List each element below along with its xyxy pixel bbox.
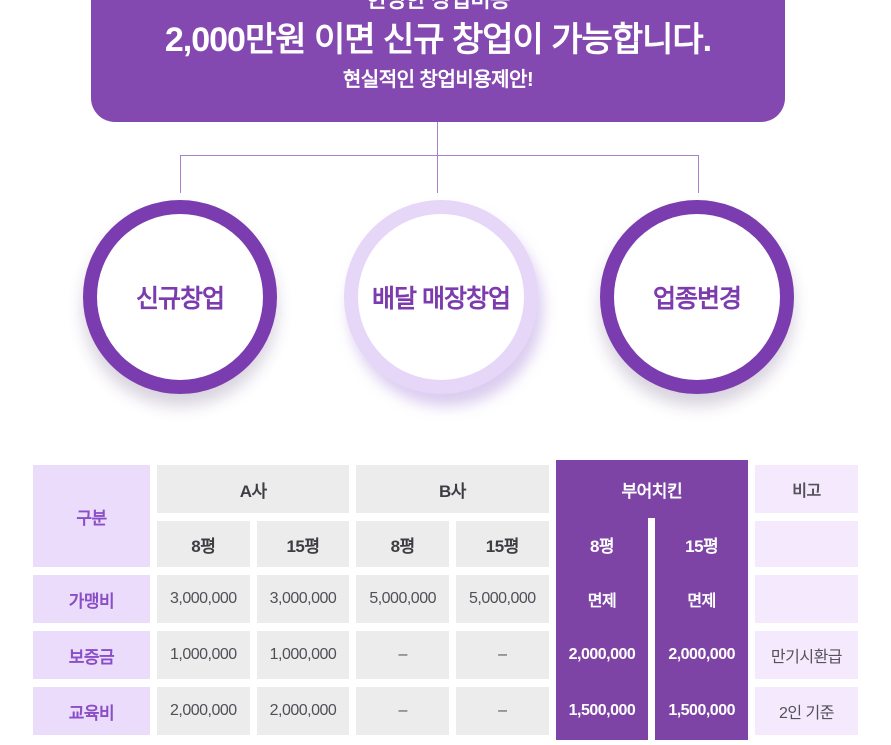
cell-deposit-a15: 1,000,000 xyxy=(256,631,350,679)
cell-training-fee-a8: 2,000,000 xyxy=(157,687,250,735)
col-header-category: 구분 xyxy=(33,465,150,567)
connector-line xyxy=(698,155,699,193)
subheader-b-8p: 8평 xyxy=(356,521,449,567)
banner-subtitle: 현실적인 창업비용제안! xyxy=(342,69,534,91)
circle-label: 배달 매장창업 xyxy=(372,285,511,313)
banner-headline: 2,000만원 이면 신규 창업이 가능합니다. xyxy=(91,18,785,62)
banner-headline-amount: 2,000만원 xyxy=(164,21,307,59)
cell-deposit-note: 만기시환급 xyxy=(754,631,858,679)
cell-franchise-fee-a15: 3,000,000 xyxy=(256,575,350,623)
cell-franchise-fee-a8: 3,000,000 xyxy=(157,575,250,623)
cell-training-fee-booa15: 1,500,000 xyxy=(655,682,748,740)
cost-comparison-table: 구분 A사 B사 부어치킨 비고 8평 15평 8평 15평 8평 15평 가맹… xyxy=(33,460,858,740)
subheader-booa-8p: 8평 xyxy=(555,516,649,572)
col-header-company-b: B사 xyxy=(356,465,549,513)
cell-franchise-fee-note xyxy=(754,575,858,623)
circle-new-startup: 신규창업 xyxy=(83,200,277,394)
row-label-training-fee: 교육비 xyxy=(33,687,150,735)
col-header-company-a: A사 xyxy=(157,465,350,513)
circle-label: 신규창업 xyxy=(135,285,225,313)
col-header-booa-chicken: 부어치킨 xyxy=(555,460,748,518)
connector-line xyxy=(437,122,438,155)
row-label-franchise-fee: 가맹비 xyxy=(33,575,150,623)
cost-banner: 현명한 창업비용 2,000만원 이면 신규 창업이 가능합니다. 현실적인 창… xyxy=(91,0,785,122)
banner-eyebrow: 현명한 창업비용 xyxy=(91,0,785,14)
cell-franchise-fee-b8: 5,000,000 xyxy=(356,575,449,623)
subheader-a-8p: 8평 xyxy=(157,521,250,567)
cell-training-fee-a15: 2,000,000 xyxy=(256,687,350,735)
cell-training-fee-b15: – xyxy=(455,687,549,735)
circle-business-change: 업종변경 xyxy=(600,200,794,394)
cell-deposit-booa15: 2,000,000 xyxy=(655,626,748,684)
connector-line xyxy=(437,155,438,193)
cell-deposit-booa8: 2,000,000 xyxy=(555,626,649,684)
cell-deposit-b8: – xyxy=(356,631,449,679)
cell-training-fee-booa8: 1,500,000 xyxy=(555,682,649,740)
cell-training-fee-b8: – xyxy=(356,687,449,735)
cell-deposit-a8: 1,000,000 xyxy=(157,631,250,679)
cell-deposit-b15: – xyxy=(455,631,549,679)
connector-line xyxy=(180,155,181,193)
cell-franchise-fee-booa15: 면제 xyxy=(655,570,748,628)
circle-label: 업종변경 xyxy=(652,285,742,313)
cell-training-fee-note: 2인 기준 xyxy=(754,687,858,735)
note-header-spacer xyxy=(754,521,858,567)
cell-franchise-fee-b15: 5,000,000 xyxy=(455,575,549,623)
row-label-deposit: 보증금 xyxy=(33,631,150,679)
col-header-note: 비고 xyxy=(754,465,858,513)
subheader-a-15p: 15평 xyxy=(256,521,350,567)
subheader-booa-15p: 15평 xyxy=(655,516,748,572)
subheader-b-15p: 15평 xyxy=(455,521,549,567)
banner-headline-rest: 이면 신규 창업이 가능합니다. xyxy=(305,21,712,59)
cell-franchise-fee-booa8: 면제 xyxy=(555,570,649,628)
circle-delivery-store-startup: 배달 매장창업 xyxy=(344,200,538,394)
connector-line xyxy=(180,155,698,156)
